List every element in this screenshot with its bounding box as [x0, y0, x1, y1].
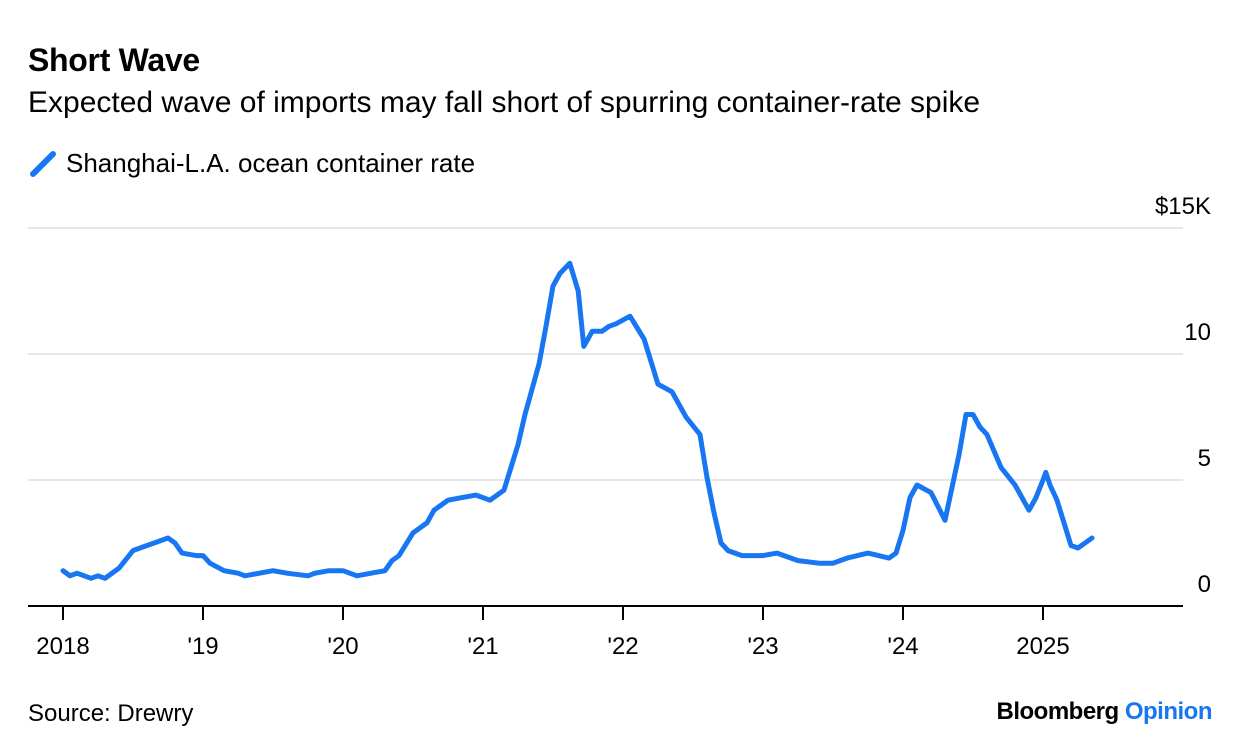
chart-title: Short Wave — [28, 42, 200, 78]
y-tick-label-10: 10 — [1184, 319, 1211, 346]
legend-swatch-icon — [30, 150, 56, 177]
source-note: Source: Drewry — [28, 700, 194, 727]
x-tick-label-2021: '21 — [467, 633, 498, 660]
x-tick-label-2024: '24 — [887, 633, 918, 660]
brand-main: Bloomberg — [996, 698, 1120, 725]
y-tick-label-0: 0 — [1198, 571, 1211, 598]
legend-label: Shanghai-L.A. ocean container rate — [66, 148, 476, 178]
y-tick-label-5: 5 — [1198, 445, 1211, 472]
x-tick-label-2022: '22 — [607, 633, 638, 660]
y-tick-label-15: $15K — [1155, 193, 1211, 220]
x-tick-label-2019: '19 — [187, 633, 218, 660]
chart-subtitle: Expected wave of imports may fall short … — [28, 86, 981, 119]
x-tick-label-2025: 2025 — [1016, 633, 1069, 660]
x-tick-label-2023: '23 — [747, 633, 778, 660]
legend: Shanghai-L.A. ocean container rate — [28, 148, 475, 179]
brand-accent: Opinion — [1124, 698, 1213, 725]
brand-logo: Bloomberg Opinion — [997, 698, 1213, 726]
x-tick-label-2020: '20 — [327, 633, 358, 660]
x-tick-label-2018: 2018 — [36, 633, 89, 660]
series-line-0 — [60, 260, 1095, 581]
